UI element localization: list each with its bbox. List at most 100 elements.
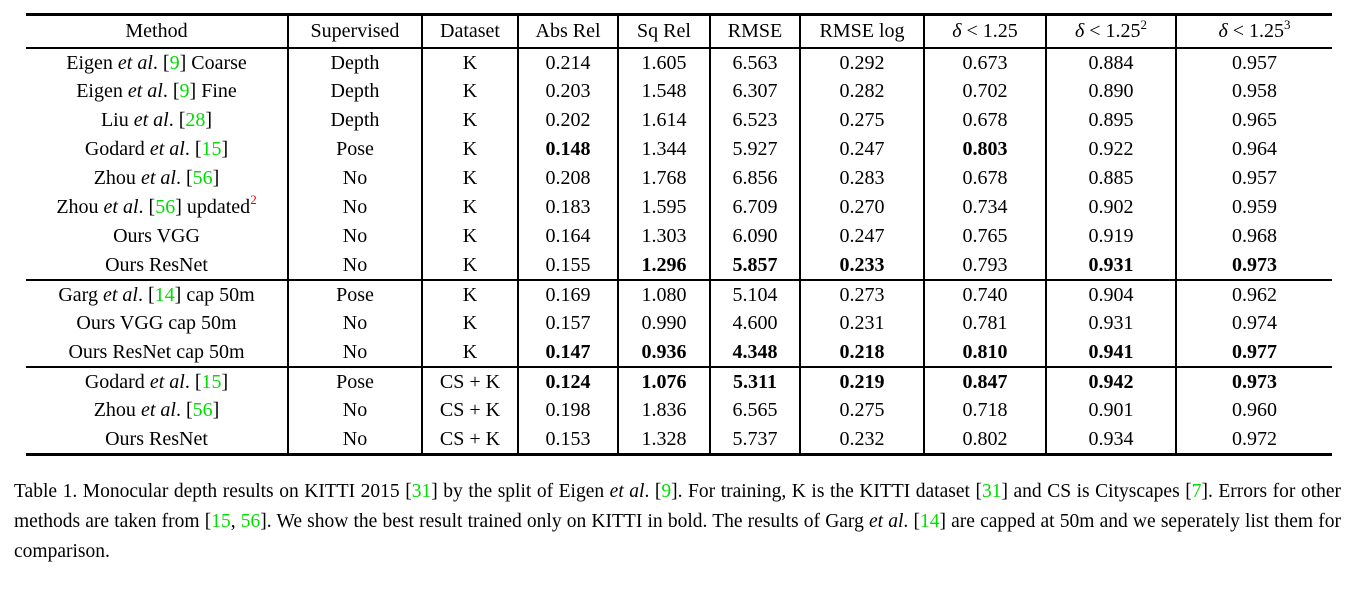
citation-ref[interactable]: 15 <box>201 370 222 393</box>
citation-ref[interactable]: 9 <box>661 480 672 502</box>
text-segment: ] cap 50m <box>174 283 255 306</box>
text-segment: < 1.25 <box>961 20 1018 43</box>
metric-cell: 0.247 <box>799 134 924 164</box>
table-row: Zhou et al. [56] updated2 No K 0.183 1.595 6.… <box>26 192 1332 222</box>
text-segment: Garg <box>58 283 103 306</box>
metric-cell: 6.563 <box>709 47 800 77</box>
metric-cell: 4.600 <box>709 308 800 338</box>
citation-ref[interactable]: 15 <box>201 138 222 160</box>
metric-cell: 0.203 <box>517 76 618 106</box>
table-body: Eigen et al. [9] Coarse Depth K 0.214 1.605 6… <box>26 47 1332 454</box>
citation-ref[interactable]: 7 <box>1191 480 1202 502</box>
metric-cell: 0.957 <box>1175 47 1332 77</box>
metric-cell: 0.214 <box>517 47 618 77</box>
dataset-cell: CS + K <box>421 395 518 425</box>
dataset-cell: CS + K <box>421 365 518 396</box>
citation-ref[interactable]: 14 <box>154 283 175 306</box>
supervised-cell: No <box>287 395 422 425</box>
citation-ref[interactable]: 31 <box>411 480 432 502</box>
text-segment: et al <box>103 196 139 218</box>
dataset-cell: K <box>421 308 518 338</box>
metric-cell: 0.901 <box>1045 395 1176 425</box>
metric-cell: 0.934 <box>1045 424 1176 454</box>
text-segment: δ <box>952 20 962 43</box>
text-segment: Zhou <box>93 167 141 189</box>
text-segment: Liu <box>100 109 134 131</box>
metric-cell: 0.931 <box>1045 308 1176 338</box>
citation-ref[interactable]: 56 <box>155 196 176 218</box>
text-segment: δ <box>1074 20 1085 43</box>
metric-cell: 0.922 <box>1045 134 1176 164</box>
text-segment: ] by the split of Eigen <box>431 480 610 502</box>
metric-cell: 5.927 <box>709 134 800 164</box>
metric-cell: 0.960 <box>1175 395 1332 425</box>
metric-cell: 1.836 <box>617 395 710 425</box>
citation-ref[interactable]: 56 <box>240 510 261 532</box>
supervised-cell: No <box>287 424 422 454</box>
header-row: Method Supervised Dataset Abs Rel Sq Rel RMSE… <box>26 14 1332 49</box>
table-header: Method Supervised Dataset Abs Rel Sq Rel RMSE… <box>26 14 1332 49</box>
method-cell: Godard et al. [15] <box>26 135 288 164</box>
text-segment: Godard <box>84 370 150 393</box>
table-row: Zhou et al. [56] No K 0.208 1.768 6.856 0.283 0… <box>26 163 1332 193</box>
metric-cell: 0.957 <box>1175 163 1332 193</box>
supervised-cell: No <box>287 308 422 338</box>
footnote-marker: 2 <box>250 192 257 208</box>
text-segment: . [ <box>644 480 662 502</box>
column-header-supervised: Supervised <box>287 14 422 49</box>
supervised-cell: No <box>287 163 422 193</box>
metric-cell: 1.614 <box>617 105 710 135</box>
text-segment: . [ <box>175 399 193 421</box>
text-segment: et al <box>140 399 176 421</box>
metric-cell: 0.990 <box>617 308 710 338</box>
method-cell: Zhou et al. [56] <box>26 396 288 425</box>
citation-ref[interactable]: 56 <box>192 167 213 189</box>
metric-cell: 0.765 <box>923 221 1046 251</box>
table-row: Godard et al. [15] Pose CS + K 0.124 1.076 5.… <box>26 365 1332 396</box>
metric-cell: 0.231 <box>799 308 924 338</box>
text-segment: δ <box>1218 20 1228 43</box>
citation-ref[interactable]: 31 <box>981 480 1002 502</box>
supervised-cell: Pose <box>287 365 422 396</box>
metric-cell: 0.740 <box>923 278 1046 309</box>
table-caption: Table 1. Monocular depth results on KITT… <box>14 477 1341 567</box>
citation-ref[interactable]: 9 <box>169 51 180 74</box>
citation-ref[interactable]: 28 <box>185 109 206 131</box>
metric-cell: 1.303 <box>617 221 710 251</box>
text-segment: < 1.25 <box>1084 20 1141 43</box>
text-segment: et al <box>140 167 176 189</box>
text-segment: Ours VGG cap 50m <box>76 312 237 334</box>
metric-cell: 0.702 <box>923 76 1046 106</box>
text-segment: Table 1. Monocular depth results on KITT… <box>14 480 412 502</box>
method-cell: Ours VGG cap 50m <box>26 309 288 338</box>
metric-cell: 0.793 <box>923 250 1046 280</box>
text-segment: ] <box>205 109 213 131</box>
metric-cell: 1.344 <box>617 134 710 164</box>
citation-ref[interactable]: 14 <box>919 510 940 532</box>
column-header-rmse: RMSE <box>709 14 800 49</box>
citation-ref[interactable]: 56 <box>192 399 213 421</box>
metric-cell: 1.548 <box>617 76 710 106</box>
metric-cell: 0.202 <box>517 105 618 135</box>
text-segment: RMSE log <box>819 20 905 43</box>
dataset-cell: CS + K <box>421 424 518 454</box>
text-segment: ] updated <box>175 196 251 218</box>
metric-cell: 0.890 <box>1045 76 1176 106</box>
citation-ref[interactable]: 9 <box>179 80 190 102</box>
metric-cell: 0.292 <box>799 47 924 77</box>
results-table: Method Supervised Dataset Abs Rel Sq Rel RMSE… <box>26 13 1332 456</box>
metric-cell: 0.157 <box>517 308 618 338</box>
column-header-rmse-log: RMSE log <box>799 14 924 49</box>
metric-cell: 6.856 <box>709 163 800 193</box>
metric-cell: 0.734 <box>923 192 1046 222</box>
text-segment: . [ <box>137 283 155 306</box>
metric-cell: 0.974 <box>1175 308 1332 338</box>
citation-ref[interactable]: 15 <box>211 510 231 532</box>
method-cell: Garg et al. [14] cap 50m <box>26 278 288 309</box>
method-cell: Zhou et al. [56] <box>26 164 288 193</box>
metric-cell: 0.977 <box>1175 337 1332 367</box>
metric-cell: 0.153 <box>517 424 618 454</box>
dataset-cell: K <box>421 278 518 309</box>
text-segment: . [ <box>138 196 156 218</box>
text-segment: et al <box>149 138 185 160</box>
